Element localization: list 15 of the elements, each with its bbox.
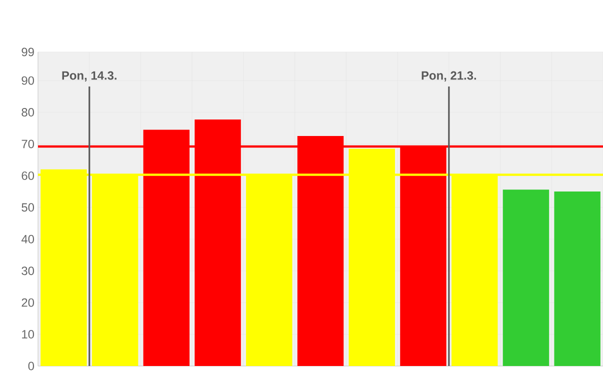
y-tick-label: 40 xyxy=(21,234,34,244)
y-tick-label: 80 xyxy=(22,108,34,116)
y-tick-label: 50 xyxy=(22,203,34,212)
y-tick-label: 70 xyxy=(22,140,34,148)
y-tick-label: 20 xyxy=(22,298,34,307)
annotation: Pon, 14.3. xyxy=(62,71,116,82)
y-tick-label: 10 xyxy=(22,330,34,339)
y-tick-label: 0 xyxy=(28,362,34,370)
bar xyxy=(502,190,550,366)
y-tick-label: 90 xyxy=(22,76,34,85)
y-tick-label: 30 xyxy=(22,266,34,276)
y-tick-label: 99 xyxy=(22,48,34,56)
bar xyxy=(554,192,600,366)
annotation: Pon, 21.3. xyxy=(422,71,476,82)
y-tick-label: 60 xyxy=(22,171,34,180)
